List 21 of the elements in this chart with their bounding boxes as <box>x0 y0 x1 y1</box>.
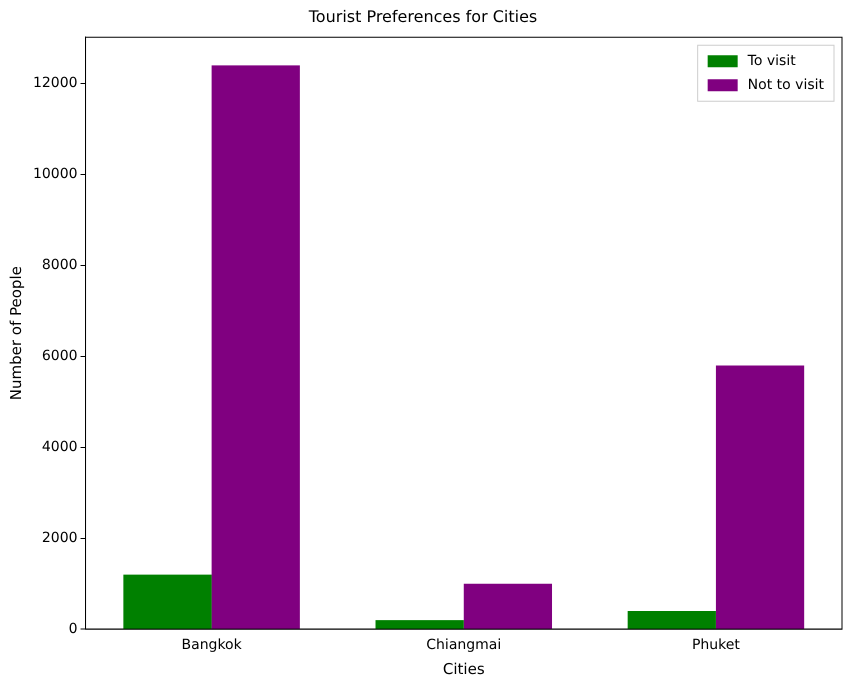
bar <box>212 65 300 629</box>
y-tick-label: 0 <box>68 620 78 637</box>
x-tick-label: Chiangmai <box>426 637 502 654</box>
bar <box>464 584 552 629</box>
x-axis-title: Cities <box>442 660 485 678</box>
y-tick-label: 10000 <box>32 166 78 182</box>
y-tick-label: 2000 <box>42 530 78 546</box>
bar <box>123 574 212 629</box>
x-tick-label: Bangkok <box>181 637 243 654</box>
y-tick-label: 8000 <box>42 257 78 274</box>
x-tick-label: Phuket <box>692 637 740 654</box>
chart-title: Tourist Preferences for Cities <box>308 6 538 26</box>
bar <box>376 620 464 629</box>
y-tick-label: 12000 <box>32 75 78 92</box>
legend-label: To visit <box>746 52 796 69</box>
y-tick-label: 4000 <box>42 438 78 455</box>
bar <box>628 611 716 629</box>
bar <box>716 365 804 629</box>
legend-label: Not to visit <box>748 76 825 93</box>
y-tick-label: 6000 <box>42 348 78 364</box>
y-axis-title: Number of People <box>6 266 25 400</box>
